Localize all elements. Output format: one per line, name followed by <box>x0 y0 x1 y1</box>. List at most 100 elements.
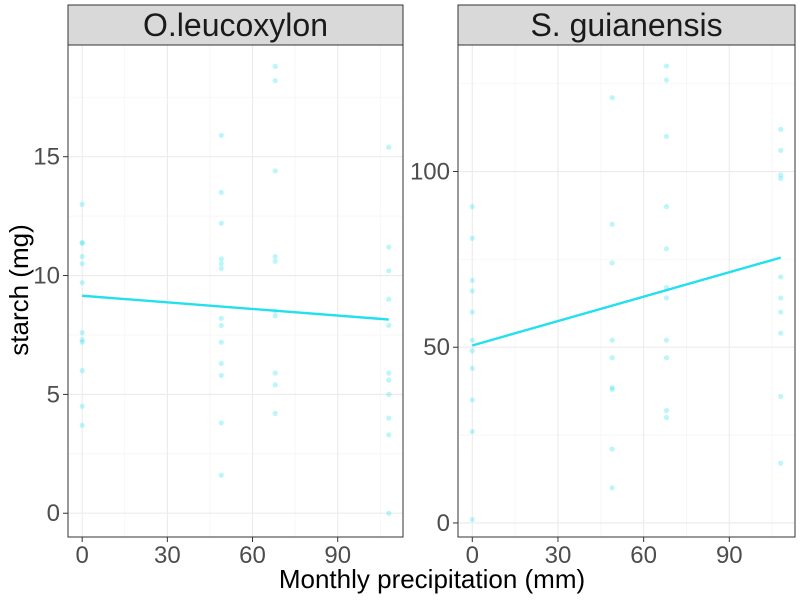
data-point <box>386 377 392 383</box>
data-point <box>272 313 278 319</box>
data-point <box>218 322 224 329</box>
data-point <box>469 428 475 435</box>
data-point <box>218 189 224 195</box>
data-point <box>79 261 85 267</box>
data-point <box>778 460 784 466</box>
data-point <box>79 201 85 207</box>
x-tick-label: 30 <box>545 542 572 569</box>
data-point <box>79 239 85 245</box>
data-point <box>778 274 784 280</box>
data-point <box>386 432 392 438</box>
data-point <box>386 144 392 150</box>
data-point <box>663 337 670 343</box>
data-point <box>218 372 224 378</box>
data-point <box>469 277 475 284</box>
x-tick-label: 30 <box>154 542 181 569</box>
data-point <box>778 147 784 154</box>
data-point <box>778 330 784 336</box>
data-point <box>386 510 392 516</box>
data-point <box>79 339 85 345</box>
data-point <box>778 175 784 182</box>
y-tick-label: 0 <box>437 510 450 537</box>
data-point <box>79 422 85 428</box>
panel-border <box>67 44 404 538</box>
data-point <box>609 386 615 392</box>
data-point <box>778 172 784 178</box>
facet-strip <box>457 4 796 46</box>
data-point <box>386 296 392 302</box>
data-point <box>218 420 224 426</box>
data-point <box>778 393 784 400</box>
data-point <box>663 133 670 139</box>
data-point <box>469 365 475 371</box>
x-tick-label: 0 <box>76 542 89 569</box>
data-point <box>609 355 615 361</box>
data-point <box>469 337 475 343</box>
data-point <box>609 485 615 491</box>
y-tick-label: 50 <box>423 334 450 361</box>
data-point <box>272 63 278 69</box>
data-point <box>469 397 475 403</box>
data-point <box>218 339 224 345</box>
data-point <box>386 322 392 329</box>
data-point <box>79 240 85 247</box>
data-point <box>272 382 278 388</box>
facet-panel: O.leucoxylon 0 30 60 90 0 5 10 15 <box>33 4 404 569</box>
data-point <box>386 244 392 250</box>
x-tick-label: 90 <box>324 542 351 569</box>
data-point <box>272 78 278 84</box>
facet-strip-label: O.leucoxylon <box>143 7 328 43</box>
y-axis-title: starch (mg) <box>4 224 34 355</box>
data-point <box>663 295 670 301</box>
facet-strip-label: S. guianensis <box>530 7 722 43</box>
data-point <box>79 368 85 374</box>
data-point <box>272 168 278 174</box>
data-point <box>218 132 224 138</box>
data-point <box>272 253 278 260</box>
data-point <box>386 370 392 376</box>
data-point <box>778 126 784 132</box>
data-point <box>386 391 392 397</box>
data-point <box>272 258 278 264</box>
x-tick-label: 0 <box>466 542 479 569</box>
data-point <box>609 221 615 227</box>
data-point <box>218 360 224 367</box>
trend-line <box>471 256 782 347</box>
data-point <box>663 77 670 83</box>
data-point <box>469 348 475 354</box>
data-point <box>79 280 85 286</box>
data-point <box>609 95 615 101</box>
data-point <box>272 370 278 376</box>
data-point <box>469 516 475 523</box>
facet-strip <box>67 4 404 46</box>
data-point <box>386 268 392 274</box>
y-tick-label: 5 <box>47 381 60 408</box>
data-point <box>469 235 475 241</box>
data-point <box>609 385 615 391</box>
data-point <box>218 261 224 267</box>
data-point <box>609 337 615 343</box>
data-point <box>778 295 784 301</box>
trend-line <box>82 294 389 321</box>
x-tick-label: 60 <box>630 542 657 569</box>
data-point <box>218 315 224 321</box>
data-point <box>218 256 224 262</box>
data-point <box>663 246 670 252</box>
data-point <box>386 415 392 421</box>
data-point <box>609 260 615 266</box>
panels: O.leucoxylon 0 30 60 90 0 5 10 15 S. guianensis 0 3… <box>33 4 796 569</box>
data-point <box>218 265 224 272</box>
data-point <box>469 288 475 294</box>
data-point <box>469 204 475 210</box>
y-tick-label: 15 <box>33 144 60 171</box>
data-point <box>663 355 670 361</box>
data-point <box>663 63 670 69</box>
data-point <box>778 309 784 315</box>
data-point <box>272 410 278 417</box>
data-point <box>663 204 670 210</box>
data-point <box>218 220 224 226</box>
x-tick-label: 90 <box>716 542 743 569</box>
x-tick-label: 60 <box>239 542 266 569</box>
y-tick-label: 10 <box>33 263 60 290</box>
